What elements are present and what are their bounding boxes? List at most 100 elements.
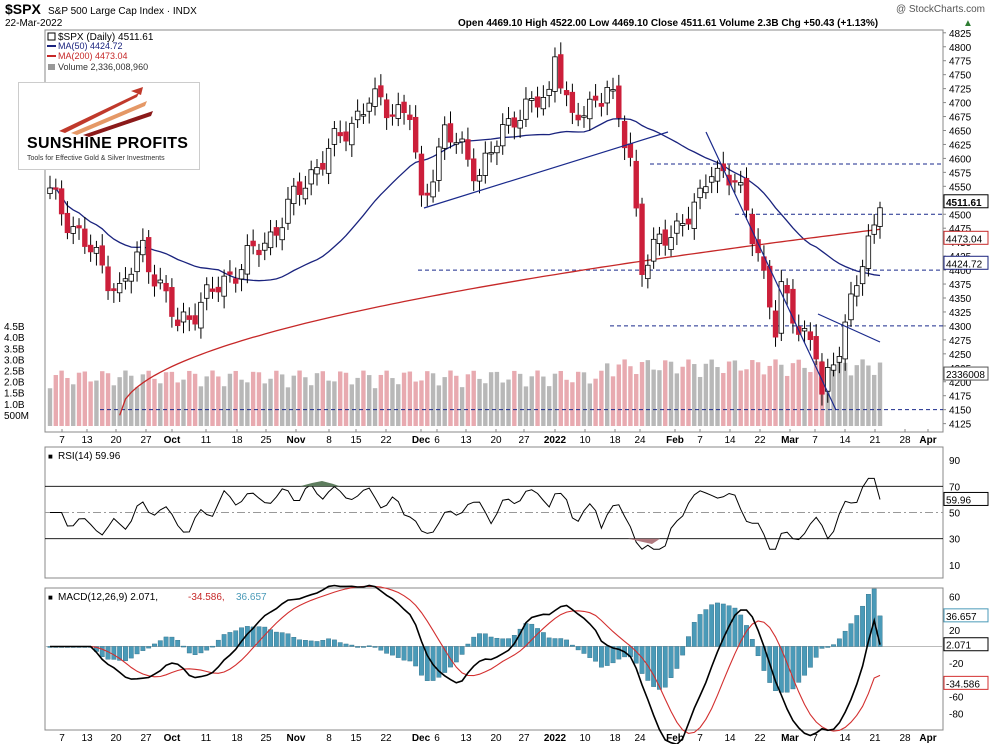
price-axis-label: 4350 [949, 294, 972, 305]
candle-body [337, 132, 343, 137]
x-axis-label: 7 [59, 435, 65, 446]
candle-body [372, 88, 378, 107]
volume-bar [512, 370, 517, 426]
volume-axis-label: 4.5B [4, 322, 25, 333]
volume-bar [303, 377, 308, 426]
macd-axis-label: -60 [949, 693, 964, 704]
macd-hist-bar [778, 646, 784, 693]
x-axis-label: 15 [350, 733, 362, 744]
candle-body [70, 226, 76, 234]
rsi-line [50, 477, 881, 550]
legend-volume-swatch [48, 64, 55, 70]
header-name: S&P 500 Large Cap Index · INDX [48, 6, 197, 17]
macd-hist-bar [860, 605, 865, 647]
macd-hist-bar [326, 638, 332, 647]
candle-body [859, 266, 866, 285]
macd-hist-bar [564, 639, 569, 647]
candle-body [128, 273, 134, 282]
price-axis-label: 4725 [949, 85, 972, 96]
x-axis-label: 15 [350, 435, 362, 446]
rsi-overbought-fill [300, 481, 340, 487]
x-axis-label: 14 [724, 435, 736, 446]
macd-hist-bar [343, 643, 349, 647]
macd-hist-bar [796, 646, 802, 683]
macd-hist-bar [587, 646, 593, 658]
volume-bar [355, 377, 360, 426]
macd-hist-bar [99, 646, 105, 657]
macd-hist-bar [372, 646, 378, 648]
candle-body [291, 185, 297, 205]
candle-body [563, 90, 570, 96]
x-axis-label: 7 [59, 733, 65, 744]
volume-bar [285, 387, 291, 426]
volume-bar [134, 387, 140, 426]
logo-title: SUNSHINE PROFITS [27, 135, 189, 152]
candle-body [87, 244, 94, 253]
macd-title: MACD(12,26,9) 2.071, [58, 592, 158, 603]
macd-hist-bar [790, 646, 796, 690]
volume-bar [71, 384, 76, 426]
macd-hist-bar [865, 594, 871, 647]
volume-bar [274, 370, 279, 426]
volume-bar [82, 371, 88, 426]
x-axis-label: Nov [287, 435, 306, 446]
volume-bar [802, 367, 807, 426]
x-axis-label: 13 [460, 733, 472, 744]
volume-bar [308, 385, 314, 426]
macd-hist-bar [442, 646, 448, 673]
candle-body [616, 85, 622, 119]
macd-hist-bar [836, 638, 842, 647]
volume-bar [738, 370, 743, 426]
volume-bar [117, 377, 122, 426]
header-date: 22-Mar-2022 [5, 18, 63, 29]
candle-body [488, 152, 494, 155]
macd-hist-bar [169, 636, 175, 647]
candle-body [784, 285, 790, 294]
macd-hist-bar [633, 646, 639, 664]
macd-signal-line [50, 585, 881, 734]
macd-hist-bar [506, 638, 511, 647]
volume-bar [546, 386, 552, 426]
macd-hist-bar [773, 646, 778, 691]
x-axis-label: 22 [754, 435, 766, 446]
volume-bar [616, 364, 622, 426]
rsi-axis-label: 90 [949, 456, 961, 467]
candle-body [819, 361, 825, 395]
candle-body [169, 287, 175, 317]
header-symbol: $SPX [5, 1, 41, 17]
x-axis-label: Mar [781, 435, 799, 446]
volume-bar [146, 370, 151, 426]
macd-hist-bar [807, 646, 813, 668]
volume-bar [210, 370, 215, 426]
candle-body [668, 237, 674, 250]
candle-body [877, 207, 883, 227]
macd-hist-bar [210, 645, 215, 648]
ma50-tag: 4424.72 [946, 259, 983, 270]
candle-body [227, 271, 233, 275]
x-axis-label: 6 [434, 435, 440, 446]
volume-bar [837, 359, 842, 426]
price-axis-label: 4275 [949, 336, 972, 347]
candle-body [378, 85, 384, 98]
candle-body [233, 278, 239, 284]
candle-body [447, 123, 454, 143]
candle-body [540, 97, 547, 110]
volume-bar [813, 361, 819, 426]
macd-hist-bar [697, 614, 703, 647]
candle-body [633, 160, 639, 209]
macd-signal-value: -34.586, [188, 592, 225, 603]
volume-axis-label: 500M [4, 411, 29, 422]
macd-hist-bar [529, 623, 535, 647]
macd-hist-bar [250, 626, 256, 647]
volume-bar [552, 373, 558, 426]
price-axis-label: 4150 [949, 406, 972, 417]
candle-body [494, 145, 500, 154]
volume-bar [651, 369, 656, 426]
volume-bar [233, 370, 238, 426]
volume-bar [535, 370, 540, 426]
x-axis-label: 10 [579, 435, 591, 446]
macd-hist-bar [686, 636, 691, 647]
volume-bar [349, 384, 355, 426]
candle-body [209, 288, 216, 292]
candle-body [308, 169, 314, 185]
